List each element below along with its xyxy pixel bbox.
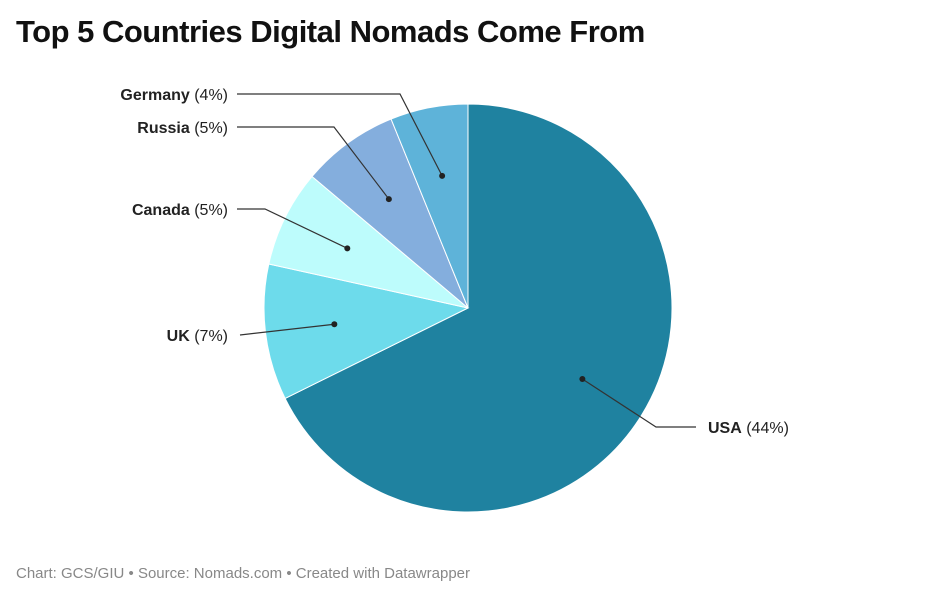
slice-label-name: Canada [132, 202, 190, 219]
leader-dot-russia [385, 196, 392, 203]
leader-dot-usa [579, 376, 586, 383]
slice-label-percent: (5%) [190, 202, 228, 219]
slice-label-percent: (4%) [190, 87, 228, 104]
leader-line-usa [582, 378, 696, 428]
pie-slice-canada [268, 175, 469, 309]
slice-label-percent: (44%) [742, 420, 789, 437]
slice-label-name: USA [708, 420, 742, 437]
leader-line-germany [237, 93, 443, 177]
leader-dot-uk [331, 321, 338, 328]
slice-label-uk: UK (7%) [167, 328, 228, 345]
slice-label-percent: (5%) [190, 120, 228, 137]
leader-line-uk [239, 323, 335, 336]
chart-title: Top 5 Countries Digital Nomads Come From [16, 14, 645, 49]
leader-dot-canada [344, 245, 351, 252]
slice-label-germany: Germany (4%) [120, 87, 228, 104]
leader-line-russia [237, 126, 390, 200]
pie-slice-germany [390, 103, 469, 309]
slice-label-canada: Canada (5%) [132, 202, 228, 219]
leader-line-canada [237, 208, 348, 249]
leader-dot-germany [439, 172, 446, 179]
pie-slice-usa [284, 103, 673, 513]
slice-label-name: UK [167, 328, 191, 345]
slice-label-percent: (7%) [190, 328, 228, 345]
slice-label-usa: USA (44%) [708, 420, 789, 437]
pie-slice-russia [311, 118, 469, 309]
slice-label-name: Germany [120, 87, 189, 104]
slice-label-name: Russia [137, 120, 190, 137]
chart-footer: Chart: GCS/GIU • Source: Nomads.com • Cr… [16, 565, 470, 582]
slice-label-russia: Russia (5%) [137, 120, 228, 137]
